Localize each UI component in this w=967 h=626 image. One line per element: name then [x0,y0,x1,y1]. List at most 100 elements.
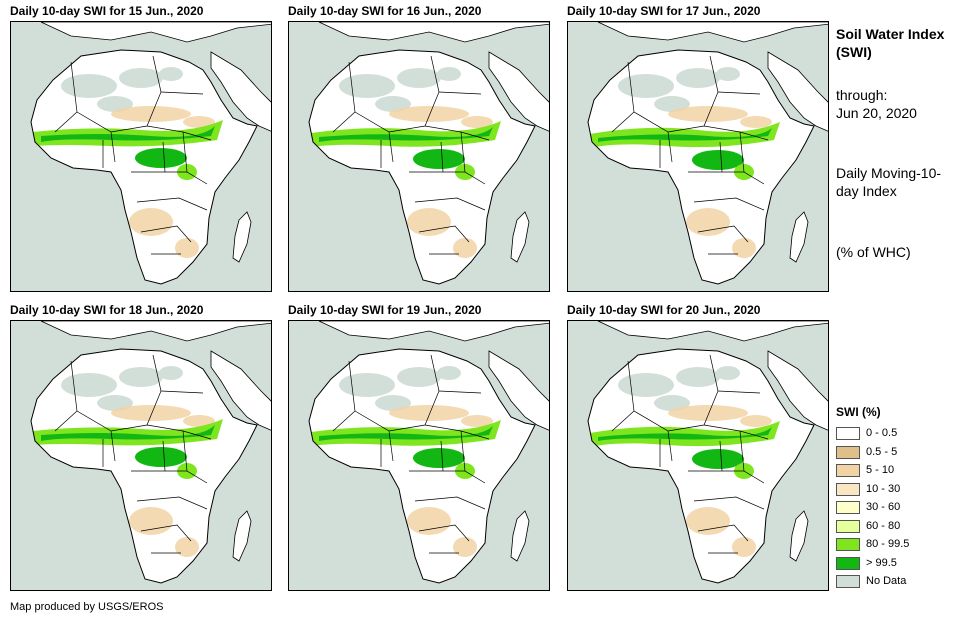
country-border [160,390,204,394]
legend-item: 60 - 80 [836,518,900,534]
country-border [418,225,470,243]
africa-map[interactable] [567,21,829,292]
panel-title: Daily 10-day SWI for 20 Jun., 2020 [567,303,761,317]
swi-layer [590,366,780,557]
madagascar [789,510,809,562]
legend-swatch [836,445,860,459]
wet-belt [33,120,223,147]
dry-area [740,415,772,427]
nodata-area [375,96,411,112]
legend-item: No Data [836,573,906,589]
dry-area [453,537,477,557]
country-border [136,197,208,211]
swi-layer [33,67,223,258]
africa-map[interactable] [10,320,272,591]
dry-area [686,208,730,236]
legend-item: 30 - 60 [836,499,900,515]
nodata-area [375,395,411,411]
madagascar [789,211,809,263]
africa-coastline [308,348,536,584]
nodata-area [339,373,395,397]
swi-layer [311,366,501,557]
legend-swatch [836,500,860,514]
panel-title: Daily 10-day SWI for 19 Jun., 2020 [288,303,482,317]
arabia-land [210,350,271,431]
country-border [693,197,765,211]
africa-map[interactable] [288,320,550,591]
nodata-area [159,67,183,81]
through-date: Jun 20, 2020 [836,105,917,121]
nodata-area [119,367,163,387]
nodata-area [119,68,163,88]
dry-area [407,208,451,236]
country-border [110,55,162,133]
wet-belt [311,420,501,446]
nodata-area [618,373,674,397]
nodata-area [618,74,674,98]
country-border [160,91,204,95]
europe-coast [318,321,549,342]
saturated-belt [41,126,215,142]
saturated-belt [319,127,493,142]
nodata-area [716,67,740,81]
dry-area [389,405,469,421]
saturated-belt [598,128,772,142]
country-border [719,141,723,173]
saturated-area [692,449,744,469]
africa-map[interactable] [567,320,829,591]
country-border [667,55,719,133]
arabia-land [767,350,828,431]
country-border [388,55,440,133]
dry-area [668,106,748,122]
dry-area [129,208,173,236]
arabia-land [488,51,549,132]
europe-coast [318,22,549,43]
dry-area [183,116,215,128]
legend-swatch [836,556,860,570]
panel-title: Daily 10-day SWI for 15 Jun., 2020 [10,4,204,18]
legend-item: 80 - 99.5 [836,536,909,552]
country-border [388,354,440,432]
legend-swatch [836,537,860,551]
nodata-area [716,366,740,380]
country-border [414,496,486,510]
legend-swatch [836,519,860,533]
dry-area [129,507,173,535]
nodata-area [397,367,441,387]
africa-land [31,50,257,284]
africa-land [309,349,535,583]
saturated-area [135,447,187,467]
madagascar [232,510,252,562]
africa-map[interactable] [10,21,272,292]
legend-item: 0 - 0.5 [836,425,897,441]
saturated-area [692,150,744,170]
africa-land [31,349,257,583]
units-label: (% of WHC) [836,244,911,260]
arabia-land [488,350,549,431]
country-border [667,354,719,432]
index-description: Daily Moving-10-day Index [836,165,942,199]
panel-title: Daily 10-day SWI for 18 Jun., 2020 [10,303,204,317]
legend-swatch [836,574,860,588]
swi-layer [590,67,780,258]
saturated-belt [41,425,215,441]
country-border [414,197,486,211]
saturated-area [413,448,465,468]
country-border [717,91,761,95]
nodata-area [676,68,720,88]
wet-belt [311,121,501,147]
dry-area [175,537,199,557]
africa-map[interactable] [288,21,550,292]
country-border [438,91,482,95]
country-border [719,440,723,472]
nodata-area [654,96,690,112]
country-border [140,225,192,243]
dry-area [732,238,756,258]
country-border [136,496,208,510]
europe-coast [597,22,828,43]
nodata-area [159,366,183,380]
country-border [438,390,482,394]
arabia-land [767,51,828,132]
legend-item: 0.5 - 5 [836,444,897,460]
legend-swatch [836,426,860,440]
